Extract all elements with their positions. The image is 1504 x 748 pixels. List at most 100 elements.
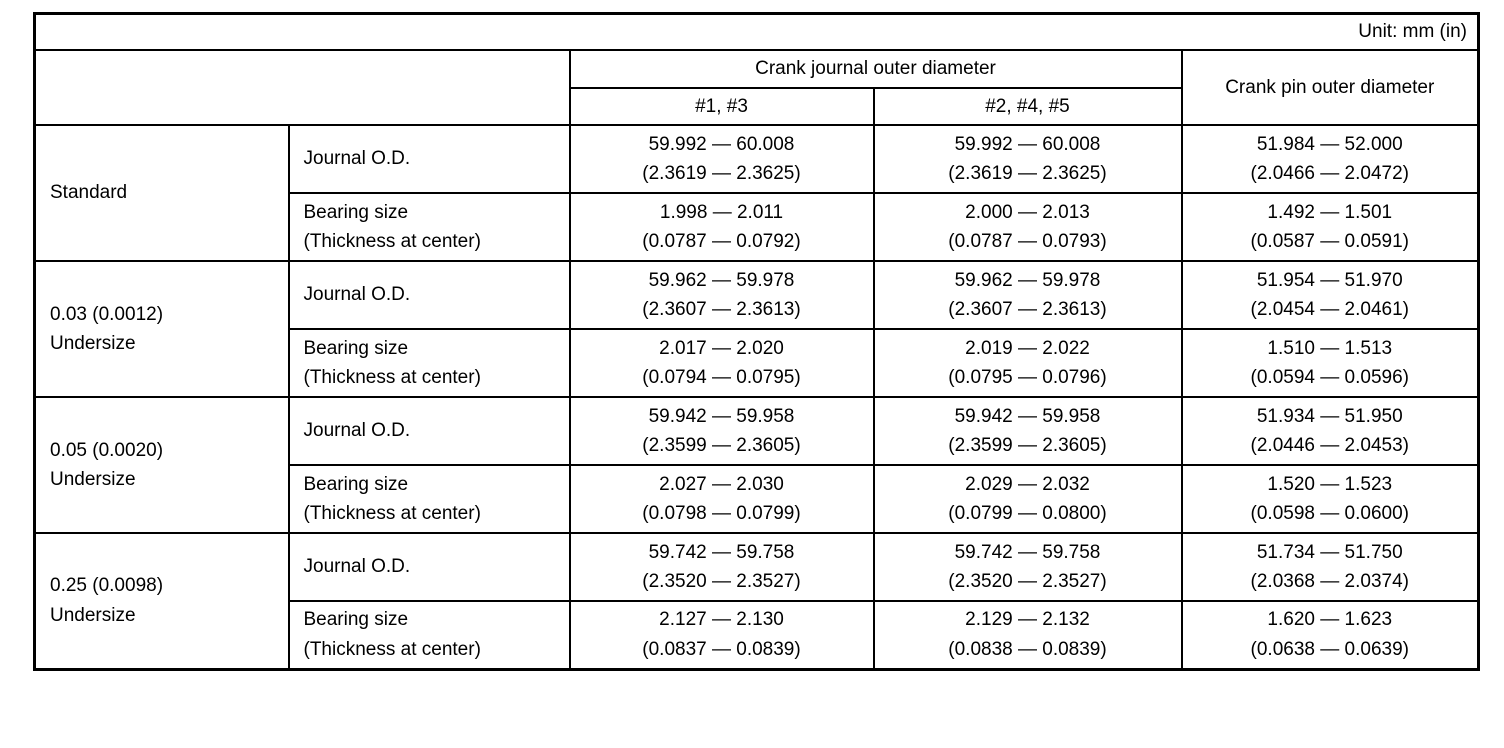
spec-cell: 59.962 — 59.978 (2.3607 — 2.3613): [568, 260, 875, 330]
spec-mm: 59.962 — 59.978: [648, 269, 795, 291]
spec-cell: 51.984 — 52.000 (2.0466 — 2.0472): [1180, 124, 1480, 194]
spec-in: (2.0368 — 2.0374): [1250, 571, 1409, 592]
spec-in: (0.0587 — 0.0591): [1250, 231, 1409, 252]
row-label-journal-od: Journal O.D.: [287, 260, 571, 330]
spec-cell: 59.992 — 60.008 (2.3619 — 2.3625): [872, 124, 1183, 194]
spec-cell: 59.992 — 60.008 (2.3619 — 2.3625): [568, 124, 875, 194]
spec-in: (2.3599 — 2.3605): [642, 435, 801, 456]
spec-mm: 59.942 — 59.958: [954, 405, 1101, 427]
size-category-line: Undersize: [50, 469, 136, 490]
row-label-bearing-size: Bearing size (Thickness at center): [287, 328, 571, 398]
spec-in: (0.0837 — 0.0839): [642, 638, 801, 660]
header-row-1: Crank journal outer diameter Crank pin o…: [33, 49, 1480, 126]
spec-mm: 2.019 — 2.022: [965, 337, 1090, 359]
unit-row: Unit: mm (in): [33, 12, 1480, 51]
spec-cell: 2.017 — 2.020 (0.0794 — 0.0795): [568, 328, 875, 398]
header-journal-2-4-5: #2, #4, #5: [872, 87, 1183, 126]
spec-mm: 1.510 — 1.513: [1267, 337, 1393, 359]
spec-cell: 51.954 — 51.970 (2.0454 — 2.0461): [1180, 260, 1480, 330]
spec-cell: 2.019 — 2.022 (0.0795 — 0.0796): [872, 328, 1183, 398]
size-category-line: 0.25 (0.0098): [50, 575, 164, 597]
spec-mm: 59.992 — 60.008: [648, 133, 795, 155]
table-row: 0.25 (0.0098) Undersize Journal O.D. 59.…: [33, 532, 1480, 670]
spec-in: (2.3520 — 2.3527): [948, 571, 1107, 592]
spec-mm: 2.017 — 2.020: [659, 337, 784, 359]
header-crank-pin: Crank pin outer diameter: [1180, 49, 1480, 126]
row-label-bearing-size: Bearing size (Thickness at center): [287, 600, 571, 670]
spec-in: (2.0466 — 2.0472): [1250, 163, 1409, 184]
table-row: 0.03 (0.0012) Undersize Journal O.D. 59.…: [33, 260, 1480, 398]
spec-mm: 2.127 — 2.130: [659, 609, 784, 631]
row-label-line: Journal O.D.: [303, 148, 411, 170]
spec-mm: 51.954 — 51.970: [1256, 269, 1403, 291]
spec-cell: 2.000 — 2.013 (0.0787 — 0.0793): [872, 192, 1183, 262]
table-row: Bearing size (Thickness at center) 2.127…: [35, 600, 1480, 670]
spec-in: (0.0638 — 0.0639): [1250, 638, 1409, 660]
row-label-journal-od: Journal O.D.: [287, 396, 571, 466]
crankshaft-spec-table: Unit: mm (in) Crank journal outer diamet…: [33, 12, 1481, 671]
spec-in: (0.0787 — 0.0793): [948, 231, 1107, 252]
spec-cell: 59.942 — 59.958 (2.3599 — 2.3605): [568, 396, 875, 466]
spec-mm: 59.962 — 59.978: [954, 269, 1101, 291]
header-crank-journal: Crank journal outer diameter: [568, 49, 1183, 89]
spec-in: (2.3607 — 2.3613): [948, 299, 1107, 320]
spec-mm: 1.998 — 2.011: [659, 201, 784, 223]
spec-in: (0.0794 — 0.0795): [642, 367, 801, 388]
size-category-003-undersize: 0.03 (0.0012) Undersize: [33, 260, 290, 398]
spec-mm: 2.000 — 2.013: [965, 201, 1090, 223]
size-category-standard: Standard: [33, 124, 290, 262]
size-category-line: Standard: [50, 182, 128, 204]
spec-mm: 2.029 — 2.032: [965, 473, 1090, 495]
table-row: Bearing size (Thickness at center) 2.017…: [35, 328, 1480, 398]
spec-mm: 59.742 — 59.758: [648, 541, 795, 563]
spec-cell: 59.742 — 59.758 (2.3520 — 2.3527): [568, 532, 875, 602]
spec-in: (0.0798 — 0.0799): [642, 503, 801, 524]
row-label-line: Journal O.D.: [303, 284, 411, 306]
spec-in: (0.0787 — 0.0792): [642, 231, 801, 252]
table-row: Standard Journal O.D. 59.992 — 60.008 (2…: [33, 124, 1480, 262]
spec-in: (2.3619 — 2.3625): [948, 163, 1107, 184]
spec-mm: 51.984 — 52.000: [1256, 133, 1403, 155]
spec-in: (2.3599 — 2.3605): [948, 435, 1107, 456]
spec-cell: 2.129 — 2.132 (0.0838 — 0.0839): [872, 600, 1183, 670]
spec-mm: 59.942 — 59.958: [648, 405, 795, 427]
spec-cell: 59.942 — 59.958 (2.3599 — 2.3605): [872, 396, 1183, 466]
table-row: Bearing size (Thickness at center) 2.027…: [35, 464, 1480, 534]
spec-in: (0.0838 — 0.0839): [948, 638, 1107, 660]
table-row: Bearing size (Thickness at center) 1.998…: [35, 192, 1480, 262]
spec-cell: 51.934 — 51.950 (2.0446 — 2.0453): [1180, 396, 1480, 466]
table-row: 0.05 (0.0020) Undersize Journal O.D. 59.…: [33, 396, 1480, 534]
row-label-line: (Thickness at center): [303, 638, 481, 660]
spec-cell: 59.742 — 59.758 (2.3520 — 2.3527): [872, 532, 1183, 602]
spec-in: (0.0799 — 0.0800): [948, 503, 1107, 524]
row-label-line: Bearing size: [303, 609, 409, 631]
spec-mm: 59.742 — 59.758: [954, 541, 1101, 563]
row-label-line: Bearing size: [303, 201, 409, 223]
spec-in: (0.0795 — 0.0796): [948, 367, 1107, 388]
row-label-journal-od: Journal O.D.: [287, 124, 571, 194]
spec-mm: 1.492 — 1.501: [1267, 201, 1393, 223]
size-category-line: 0.05 (0.0020): [50, 439, 164, 461]
row-label-line: (Thickness at center): [303, 503, 481, 524]
row-label-journal-od: Journal O.D.: [287, 532, 571, 602]
spec-mm: 51.734 — 51.750: [1256, 541, 1403, 563]
spec-cell: 1.620 — 1.623 (0.0638 — 0.0639): [1180, 600, 1480, 670]
spec-cell: 1.998 — 2.011 (0.0787 — 0.0792): [568, 192, 875, 262]
spec-cell: 2.029 — 2.032 (0.0799 — 0.0800): [872, 464, 1183, 534]
spec-mm: 51.934 — 51.950: [1256, 405, 1403, 427]
spec-cell: 2.027 — 2.030 (0.0798 — 0.0799): [568, 464, 875, 534]
spec-mm: 59.992 — 60.008: [954, 133, 1101, 155]
size-category-005-undersize: 0.05 (0.0020) Undersize: [33, 396, 290, 534]
spec-mm: 2.027 — 2.030: [659, 473, 784, 495]
spec-mm: 2.129 — 2.132: [965, 609, 1090, 631]
row-label-line: (Thickness at center): [303, 231, 481, 252]
size-category-line: 0.03 (0.0012): [50, 303, 164, 325]
header-row-2: #1, #3 #2, #4, #5: [35, 87, 1479, 126]
spec-cell: 2.127 — 2.130 (0.0837 — 0.0839): [568, 600, 875, 670]
spec-cell: 1.492 — 1.501 (0.0587 — 0.0591): [1180, 192, 1480, 262]
row-label-line: Bearing size: [303, 473, 409, 495]
unit-note: Unit: mm (in): [33, 12, 1480, 51]
size-category-line: Undersize: [50, 333, 136, 354]
spec-cell: 1.510 — 1.513 (0.0594 — 0.0596): [1180, 328, 1480, 398]
